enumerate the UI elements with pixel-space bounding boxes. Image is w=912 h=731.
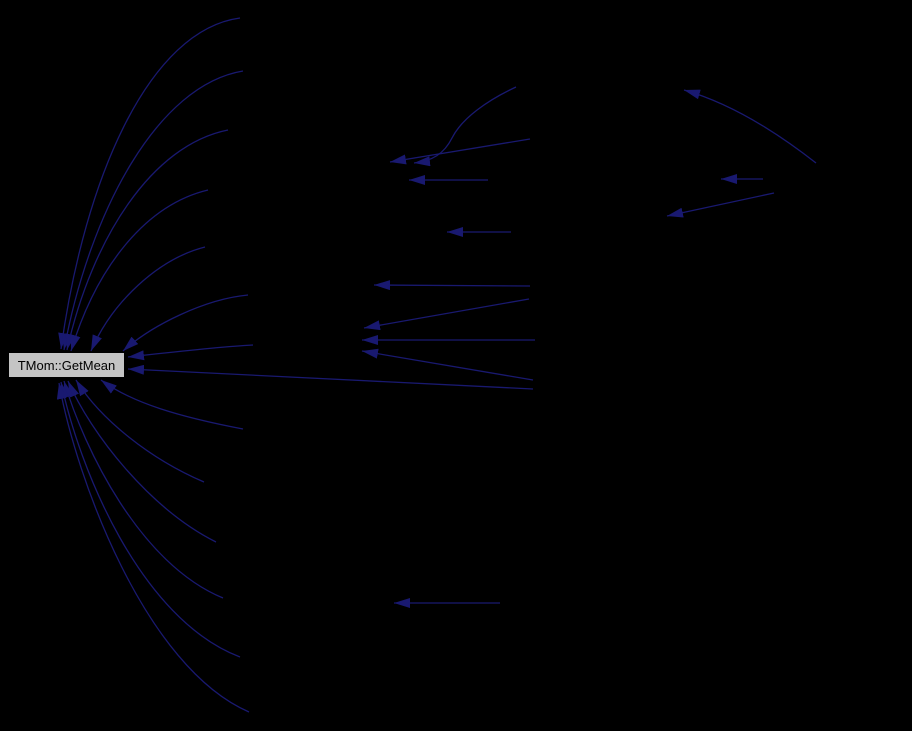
- mid-edge-up-left: [361, 348, 534, 381]
- caller-curve-top-3: [65, 129, 229, 351]
- caller-curve-bottom-6: [56, 382, 250, 713]
- mid-edge-down-left: [363, 298, 530, 331]
- caller-curve-top-5: [90, 246, 206, 352]
- caller-line-right-short: [127, 344, 254, 361]
- caller-curve-bottom-5: [59, 381, 241, 658]
- caller-curve-bottom-2: [75, 379, 205, 483]
- mid-edge-sigmoid: [413, 86, 517, 167]
- edge-group: [56, 17, 817, 713]
- mid-edge-horizontal-3: [373, 280, 531, 291]
- right-edge-diagonal: [666, 192, 775, 218]
- caller-curve-bottom-1: [100, 379, 244, 430]
- caller-line-right-long: [127, 364, 534, 390]
- caller-curve-top-1: [58, 17, 241, 350]
- caller-curve-top-4: [70, 189, 209, 352]
- right-edge-curve-up: [683, 89, 817, 164]
- caller-curve-bottom-3: [67, 380, 217, 543]
- caller-curve-top-6: [122, 294, 249, 352]
- mid-edge-diagonal-top: [389, 138, 531, 165]
- caller-curve-top-2: [62, 70, 244, 351]
- node-label: TMom::GetMean: [17, 357, 116, 373]
- node-tmom-getmean: TMom::GetMean: [8, 352, 125, 378]
- caller-curve-bottom-4: [63, 380, 224, 599]
